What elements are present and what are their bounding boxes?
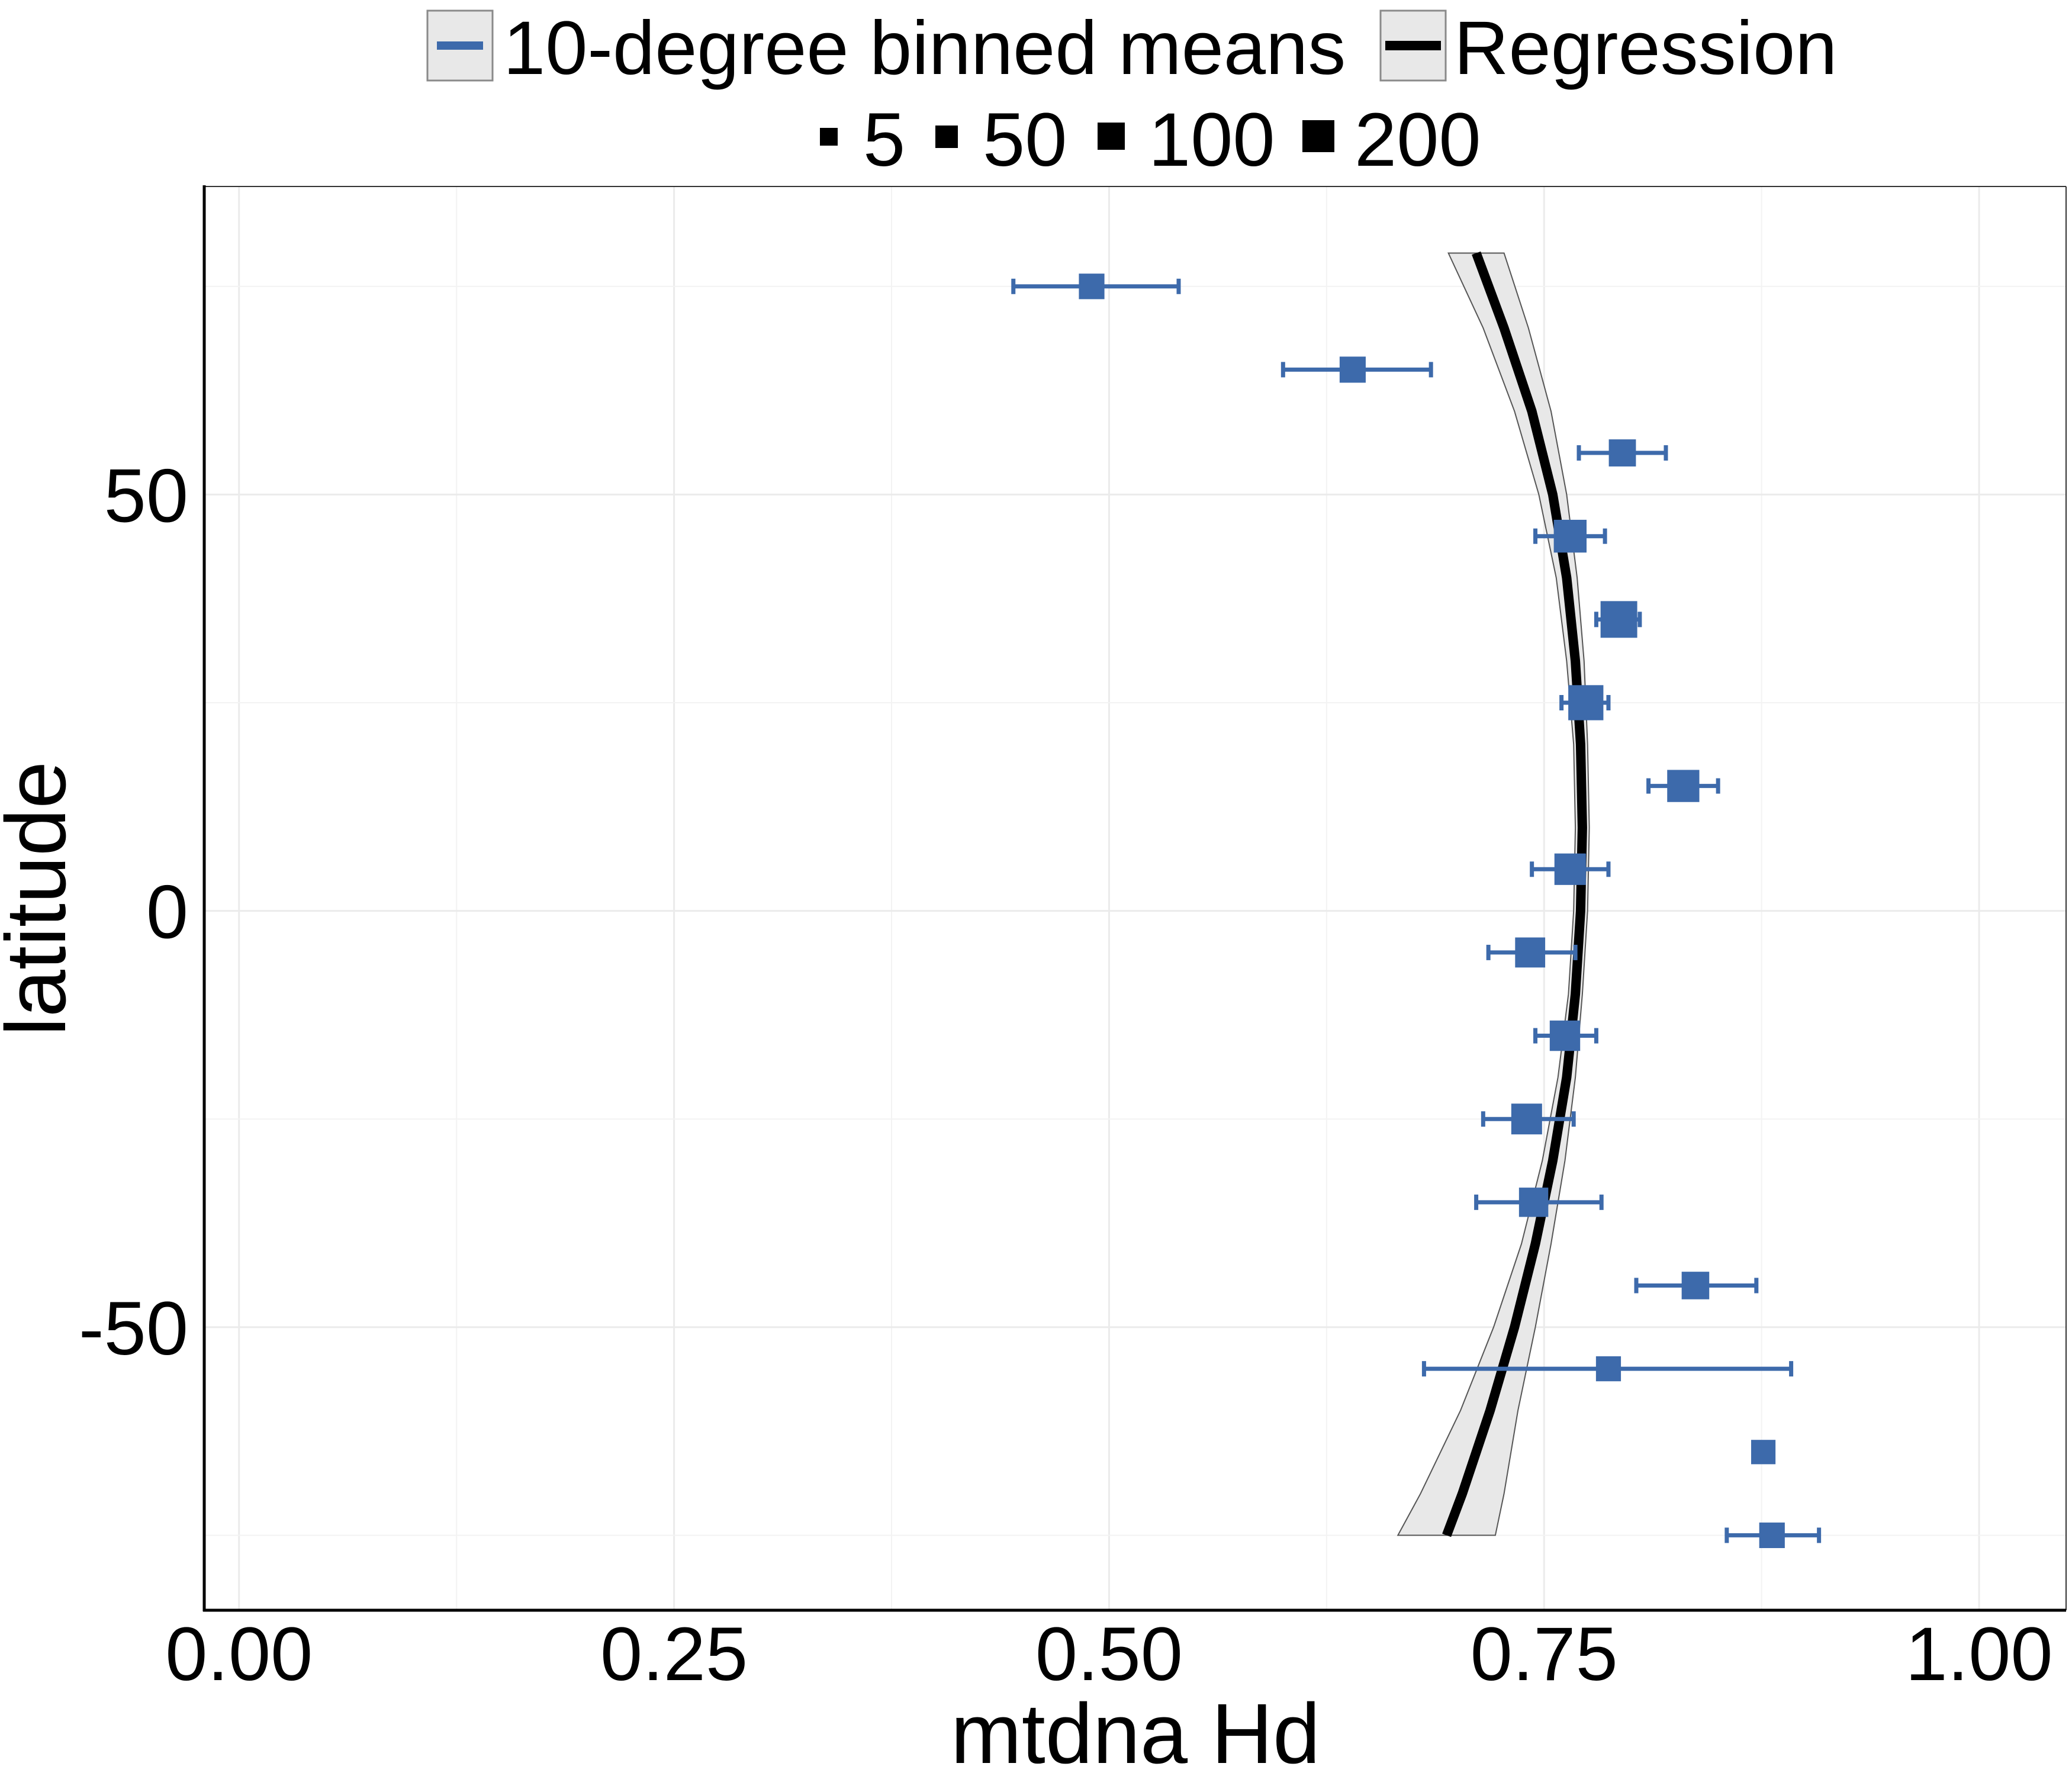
y-tick-label: 0 [146,870,188,955]
regression-line [1442,251,1587,1537]
legend-item-regression: Regression [1379,6,1837,91]
legend: 10-degree binned means Regression 5 50 1… [426,6,1837,182]
binned-mean-point [1549,1020,1581,1051]
binned-mean-point [1667,770,1700,802]
legend-label-binned-means: 10-degree binned means [503,6,1346,91]
binned-mean-points [1079,274,1785,1549]
x-tick-label: 0.75 [1471,1612,1618,1697]
y-tick-label: -50 [79,1286,188,1371]
binned-mean-point [1608,439,1636,466]
legend-size-key-200 [1302,120,1334,152]
y-tick-label: 50 [104,453,188,538]
plot-panel-background [204,186,2066,1610]
binned-mean-point [1553,520,1587,553]
binned-mean-point [1518,1188,1549,1217]
binned-mean-point [1595,1356,1621,1382]
plot-panel [202,185,2067,1612]
x-tick-label: 0.25 [600,1612,748,1697]
binned-mean-point [1568,685,1604,720]
x-axis-ticks: 0.00 0.25 0.50 0.75 1.00 [165,1612,2052,1697]
x-tick-label: 0.00 [165,1612,313,1697]
binned-mean-point [1600,601,1637,638]
legend-label-regression: Regression [1454,6,1837,91]
binned-mean-point [1751,1440,1776,1465]
x-tick-label: 1.00 [1905,1612,2052,1697]
legend-size-label-5: 5 [863,98,905,182]
x-axis-title: mtdna Hd [951,1686,1320,1776]
binned-mean-point [1079,274,1105,300]
binned-mean-point [1681,1272,1710,1299]
legend-size-label-50: 50 [983,98,1067,182]
binned-mean-point [1759,1522,1785,1549]
y-axis-ticks: -50 0 50 [79,453,188,1370]
legend-size-key-100 [1098,123,1125,150]
legend-size-label-100: 100 [1148,98,1275,182]
legend-size-key-5 [820,128,838,146]
x-tick-label: 0.50 [1035,1612,1183,1697]
legend-size-label-200: 200 [1354,98,1481,182]
y-axis-title: latitude [0,761,83,1036]
legend-size-key-50 [935,126,958,148]
legend-item-binned-means: 10-degree binned means [426,6,1346,91]
binned-mean-point [1554,853,1586,885]
binned-mean-point [1511,1103,1542,1135]
binned-mean-point [1339,356,1366,383]
binned-mean-point [1515,937,1546,968]
